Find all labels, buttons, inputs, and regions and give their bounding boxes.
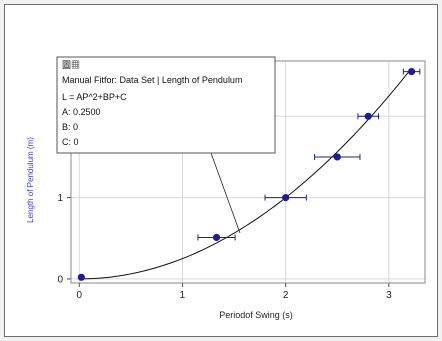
data-point[interactable] [282,194,290,202]
annotation-glyph: 圖▦ [62,60,80,70]
fit-curve [79,67,412,280]
annotation-line-3: A: 0.2500 [62,107,101,117]
x-tick-label: 1 [180,290,186,301]
fit-annotation-box [56,56,276,154]
data-point[interactable] [333,153,341,161]
annotation-line-1: Manual Fitfor: Data Set | Length of Pend… [62,75,242,85]
data-points [77,67,421,281]
y-tick-label: 1 [57,193,63,204]
x-tick-label: 2 [283,290,289,301]
data-point[interactable] [364,112,372,120]
y-tick-label: 0 [57,274,63,285]
annotation-line-2: L = AP^2+BP+C [62,92,127,102]
data-point[interactable] [407,67,416,76]
x-tick-label: 3 [386,290,392,301]
x-tick-label: 0 [76,290,82,301]
data-point[interactable] [212,233,221,242]
chart-frame: 0123012 Periodof Swing (s) Length of Pen… [4,4,438,337]
annotation-line-5: C: 0 [62,137,79,147]
annotation-connector [210,152,241,234]
x-axis-title: Periodof Swing (s) [219,310,293,320]
fit-curve-layer [79,67,412,280]
fit-annotation[interactable]: 圖▦ Manual Fitfor: Data Set | Length of P… [56,56,276,154]
data-point[interactable] [77,273,85,281]
annotation-line-4: B: 0 [62,122,78,132]
scatter-chart: 0123012 Periodof Swing (s) Length of Pen… [26,56,426,320]
y-axis-title: Length of Pendulum (m) [26,137,35,223]
